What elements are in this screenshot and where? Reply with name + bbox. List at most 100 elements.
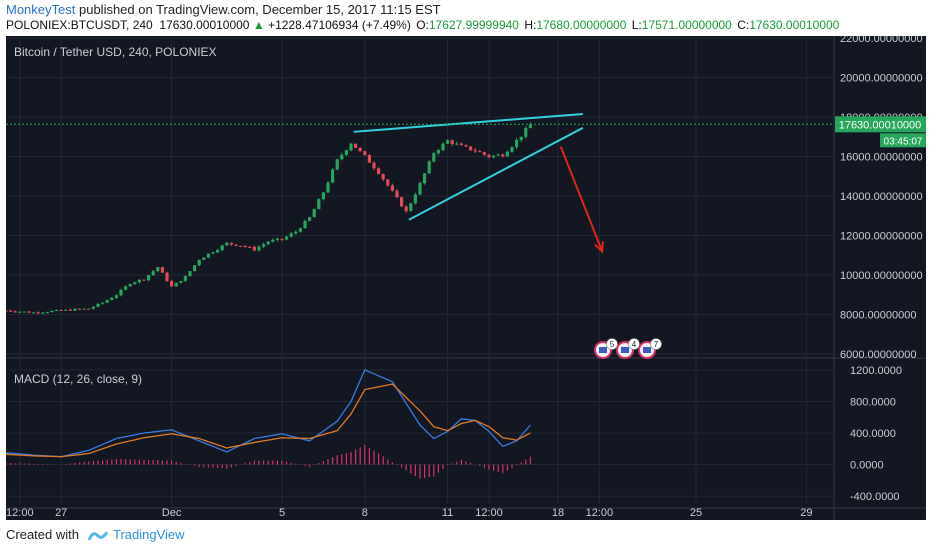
candle-body bbox=[298, 228, 302, 232]
price-tick-label: 14000.00000000 bbox=[840, 191, 923, 203]
chart-container[interactable]: 547 22000.0000000020000.0000000018000.00… bbox=[6, 36, 926, 520]
candle-body bbox=[147, 275, 151, 281]
event-count-bubble bbox=[650, 338, 662, 350]
countdown-tag: 03:45:07 bbox=[884, 136, 923, 147]
footer: Created with TradingView bbox=[6, 527, 185, 542]
candle-body bbox=[464, 145, 468, 147]
trendline-upper bbox=[353, 113, 583, 133]
candle-body bbox=[82, 308, 86, 310]
candle-body bbox=[377, 168, 381, 174]
candle-body bbox=[55, 309, 59, 311]
candle-body bbox=[229, 242, 233, 245]
candle-body bbox=[487, 154, 491, 158]
candle-body bbox=[275, 238, 279, 240]
candle-body bbox=[510, 146, 514, 152]
candle-body bbox=[395, 190, 399, 198]
change-value: +1228.47106934 (+7.49%) bbox=[268, 18, 411, 32]
candle-body bbox=[165, 272, 169, 282]
open-value: 17627.99999940 bbox=[428, 18, 519, 32]
macd-series-signal bbox=[6, 383, 531, 458]
candle-body bbox=[27, 311, 31, 313]
last-price: 17630.00010000 bbox=[159, 18, 250, 32]
publication-line: MonkeyTest published on TradingView.com,… bbox=[6, 2, 441, 17]
chart-canvas[interactable]: 547 22000.0000000020000.0000000018000.00… bbox=[6, 36, 926, 520]
trendline-projection-arrow bbox=[559, 146, 604, 252]
candle-body bbox=[505, 151, 509, 157]
time-tick-label: 18 bbox=[552, 507, 564, 519]
candle-body bbox=[216, 249, 220, 253]
candle-body bbox=[524, 128, 528, 137]
price-chart-title: Bitcoin / Tether USD, 240, POLONIEX bbox=[14, 45, 217, 59]
candle-body bbox=[41, 312, 45, 314]
candle-body bbox=[133, 282, 137, 284]
candle-body bbox=[331, 169, 335, 183]
candle-body bbox=[59, 309, 63, 311]
candle-body bbox=[400, 197, 404, 207]
candle-body bbox=[257, 246, 261, 251]
candle-body bbox=[32, 312, 36, 314]
tradingview-link[interactable]: TradingView bbox=[112, 527, 185, 542]
macd-tick-label: 1200.0000 bbox=[850, 365, 902, 377]
candle-body bbox=[188, 271, 192, 277]
candle-body bbox=[459, 143, 463, 146]
candle-body bbox=[478, 151, 482, 153]
candle-body bbox=[262, 244, 266, 247]
candle-body bbox=[151, 271, 155, 276]
candle-body bbox=[202, 257, 206, 260]
candle-body bbox=[363, 150, 367, 155]
tradingview-logo-icon[interactable] bbox=[87, 530, 109, 542]
candle-body bbox=[174, 282, 178, 287]
candle-body bbox=[220, 245, 224, 250]
low-label: L: bbox=[631, 18, 642, 32]
candle-body bbox=[409, 203, 413, 212]
candle-body bbox=[197, 259, 201, 266]
author-link[interactable]: MonkeyTest bbox=[6, 2, 76, 17]
event-count-bubble bbox=[606, 338, 618, 350]
candle-body bbox=[156, 267, 160, 272]
candle-body bbox=[45, 312, 49, 314]
candle-body bbox=[128, 283, 132, 287]
macd-series-macd bbox=[6, 369, 531, 458]
event-count-bubble bbox=[628, 338, 640, 350]
candle-body bbox=[78, 308, 82, 310]
candle-body bbox=[344, 150, 348, 155]
price-tag: 17630.00010000 bbox=[839, 119, 922, 131]
event-count: 5 bbox=[610, 340, 615, 349]
candle-body bbox=[285, 236, 289, 240]
candle-body bbox=[239, 245, 243, 247]
price-tick-label: 22000.00000000 bbox=[840, 36, 923, 45]
event-count: 7 bbox=[654, 340, 659, 349]
candle-body bbox=[515, 140, 519, 147]
candle-body bbox=[469, 146, 473, 151]
candle-body bbox=[335, 159, 339, 170]
candle-body bbox=[441, 143, 445, 151]
price-tick-label: 10000.00000000 bbox=[840, 270, 923, 282]
time-tick-label: 11 bbox=[442, 507, 453, 519]
high-label: H: bbox=[524, 18, 537, 32]
candle-body bbox=[354, 143, 358, 148]
candle-body bbox=[248, 246, 252, 248]
high-value: 17680.00000000 bbox=[536, 18, 627, 32]
candle-body bbox=[427, 161, 431, 174]
candle-body bbox=[501, 154, 505, 157]
candle-body bbox=[390, 185, 394, 191]
candle-body bbox=[252, 246, 256, 251]
change-arrow-icon: ▲ bbox=[252, 18, 265, 32]
candle-body bbox=[473, 150, 477, 152]
candle-body bbox=[326, 182, 330, 193]
candle-body bbox=[13, 311, 17, 313]
candle-body bbox=[234, 244, 238, 246]
created-with-text: Created with bbox=[6, 527, 79, 542]
time-tick-label: 29 bbox=[800, 507, 812, 519]
candle-body bbox=[367, 154, 371, 163]
candle-body bbox=[446, 140, 450, 144]
time-tick-label: 5 bbox=[279, 507, 285, 519]
candle-body bbox=[105, 300, 109, 303]
time-tick-label: Dec bbox=[162, 507, 182, 519]
candle-body bbox=[386, 179, 390, 186]
candle-body bbox=[312, 209, 316, 218]
time-tick-label: 25 bbox=[690, 507, 702, 519]
candle-body bbox=[179, 281, 183, 283]
candle-body bbox=[436, 150, 440, 154]
candle-body bbox=[271, 239, 275, 242]
